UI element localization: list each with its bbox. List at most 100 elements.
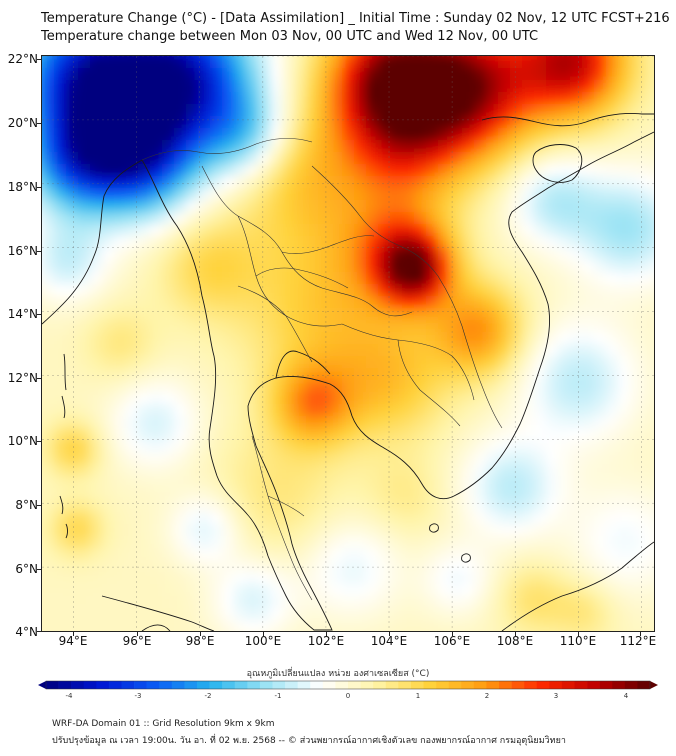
field-cell: [102, 476, 115, 489]
field-cell: [78, 356, 91, 369]
field-cell: [582, 380, 595, 393]
field-cell: [438, 476, 451, 489]
field-cell: [246, 56, 259, 69]
colorbar-cell: [436, 681, 449, 689]
field-cell: [54, 188, 67, 201]
field-cell: [630, 368, 643, 381]
field-cell: [594, 188, 607, 201]
field-cell: [222, 68, 235, 81]
lat-label-10: 10°N: [7, 434, 38, 448]
field-cell: [138, 536, 151, 549]
field-cell: [198, 608, 211, 621]
colorbar-tick-label: -2: [204, 692, 212, 700]
field-cell: [618, 404, 631, 417]
field-cell: [534, 464, 547, 477]
field-cell: [270, 344, 283, 357]
field-cell: [630, 332, 643, 345]
field-cell: [606, 428, 619, 441]
colorbar-cell: [71, 681, 85, 689]
field-cell: [414, 248, 427, 261]
field-cell: [378, 236, 391, 249]
field-cell: [438, 164, 451, 177]
field-cell: [294, 512, 307, 525]
field-cell: [450, 320, 463, 333]
field-cell: [474, 188, 487, 201]
field-cell: [426, 272, 439, 285]
field-cell: [594, 356, 607, 369]
field-cell: [474, 56, 487, 69]
field-cell: [102, 344, 115, 357]
field-cell: [534, 140, 547, 153]
field-cell: [570, 536, 583, 549]
field-cell: [126, 452, 139, 465]
field-cell: [102, 524, 115, 537]
lon-label-110: 110°E: [559, 634, 597, 648]
field-cell: [114, 416, 127, 429]
field-cell: [414, 224, 427, 237]
field-cell: [294, 164, 307, 177]
field-cell: [150, 296, 163, 309]
field-cell: [414, 164, 427, 177]
field-cell: [198, 524, 211, 537]
field-cell: [186, 548, 199, 561]
field-cell: [210, 584, 223, 597]
field-cell: [270, 224, 283, 237]
field-cell: [630, 536, 643, 549]
colorbar-cell: [524, 681, 538, 689]
field-cell: [258, 104, 271, 117]
field-cell: [174, 224, 187, 237]
field-cell: [78, 464, 91, 477]
field-cell: [162, 464, 175, 477]
field-cell: [642, 488, 654, 501]
field-cell: [186, 164, 199, 177]
field-cell: [618, 260, 631, 273]
field-cell: [558, 596, 571, 609]
field-cell: [378, 368, 391, 381]
field-cell: [426, 500, 439, 513]
field-cell: [330, 296, 343, 309]
field-cell: [642, 440, 654, 453]
field-cell: [390, 164, 403, 177]
field-cell: [186, 584, 199, 597]
field-cell: [498, 416, 511, 429]
field-cell: [282, 128, 295, 141]
field-cell: [486, 236, 499, 249]
field-cell: [558, 620, 571, 631]
field-cell: [246, 572, 259, 585]
field-cell: [42, 476, 55, 489]
field-cell: [450, 464, 463, 477]
field-cell: [498, 212, 511, 225]
field-cell: [126, 356, 139, 369]
field-cell: [258, 512, 271, 525]
field-cell: [342, 308, 355, 321]
field-cell: [270, 392, 283, 405]
field-cell: [54, 200, 67, 213]
field-cell: [582, 296, 595, 309]
field-cell: [354, 356, 367, 369]
field-cell: [390, 92, 403, 105]
field-cell: [162, 428, 175, 441]
field-cell: [222, 80, 235, 93]
field-cell: [558, 128, 571, 141]
field-cell: [606, 344, 619, 357]
field-cell: [498, 356, 511, 369]
field-cell: [570, 344, 583, 357]
field-cell: [306, 344, 319, 357]
field-cell: [642, 500, 654, 513]
field-cell: [42, 332, 55, 345]
field-cell: [498, 476, 511, 489]
field-cell: [402, 164, 415, 177]
field-cell: [546, 608, 559, 621]
field-cell: [570, 608, 583, 621]
field-cell: [222, 404, 235, 417]
field-cell: [234, 620, 247, 631]
field-cell: [138, 368, 151, 381]
colorbar-cell: [108, 681, 122, 689]
lat-label-20: 20°N: [7, 116, 38, 130]
field-cell: [174, 212, 187, 225]
field-cell: [474, 512, 487, 525]
field-cell: [150, 236, 163, 249]
field-cell: [390, 104, 403, 117]
field-cell: [594, 560, 607, 573]
field-cell: [534, 500, 547, 513]
